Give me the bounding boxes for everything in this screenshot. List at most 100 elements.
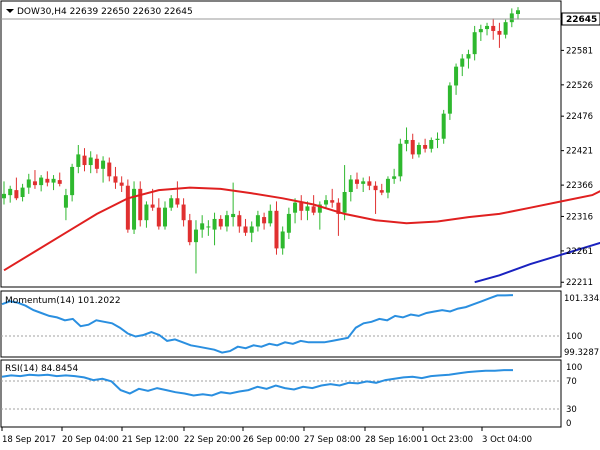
time-tick-label: 26 Sep 00:00 [243,435,300,445]
candle-body [379,190,384,193]
candle-body [181,204,186,221]
candle-body [293,202,298,213]
candle-body [280,231,285,249]
price-tick-label: 22261 [566,247,593,257]
candle-body [503,22,508,35]
rsi-label: RSI(14) 84.8454 [5,364,78,374]
candle-body [485,25,490,30]
candle-body [39,177,44,186]
candle-body [342,192,347,213]
rsi-axis-30: 30 [566,405,577,415]
price-tick-label: 22366 [566,181,593,191]
candle-body [317,204,322,213]
price-tick-label: 22476 [566,112,593,122]
candle-body [218,218,223,227]
price-tick-label: 22581 [566,46,593,56]
candle-body [423,145,428,149]
candle-body [460,58,465,67]
candle-body [398,143,403,177]
candle-body [76,154,81,167]
candle-body [336,202,341,214]
candle-body [404,139,409,144]
candles-layer [2,7,520,274]
candle-body [63,195,68,208]
price-tag: 22645 [561,12,600,26]
candle-body [2,193,6,199]
momentum-panel[interactable]: Momentum(14) 101.2022 [0,290,562,358]
candle-body [274,210,279,249]
slow-moving-average-line [474,241,600,284]
candle-body [373,185,378,191]
candle-body [311,206,316,213]
candle-body [70,166,75,196]
candle-body [231,213,236,218]
candle-body [94,158,99,169]
candle-body [305,206,310,211]
candle-body [26,179,31,188]
collapse-triangle-icon[interactable] [6,9,14,13]
time-tick-label: 1 Oct 23:00 [423,435,473,445]
candle-body [299,202,304,211]
candle-body [509,13,514,23]
candle-body [348,179,353,192]
candle-body [367,181,372,186]
candle-body [32,181,37,186]
time-tick-label: 28 Sep 16:00 [365,435,422,445]
price-axis: 2263122581225262247622421223662231622261… [561,15,593,288]
candle-body [410,139,415,155]
candle-body [82,155,87,166]
candle-body [497,30,502,35]
candle-body [435,138,440,140]
momentum-axis: 101.3343 100 99.3287 [564,294,600,358]
candle-body [516,10,520,15]
time-tick-label: 18 Sep 2017 [2,435,56,445]
time-tick-label: 20 Sep 04:00 [62,435,119,445]
rsi-axis-100: 100 [566,363,582,373]
momentum-axis-100: 100 [566,332,582,342]
candle-body [119,182,124,186]
candle-body [200,223,205,230]
rsi-axis: 100 70 30 0 [566,363,582,429]
time-tick-label: 3 Oct 04:00 [482,435,532,445]
price-panel[interactable]: DOW30,H4 22639 22650 22630 22645 [0,0,600,288]
candle-body [441,113,446,139]
time-tick-label: 27 Sep 08:00 [304,435,361,445]
candle-body [268,210,273,224]
candle-body [57,180,62,184]
rsi-line [1,369,513,397]
candle-body [454,66,459,86]
candle-body [156,207,161,227]
candle-body [144,204,149,221]
momentum-label: Momentum(14) 101.2022 [5,296,121,306]
candle-body [330,200,335,203]
candle-body [88,157,93,166]
fast-moving-average-line [3,186,600,272]
candle-body [429,139,434,149]
candle-body [107,162,112,177]
candle-body [175,198,180,205]
candle-body [416,145,421,155]
momentum-axis-bottom: 99.3287 [564,348,599,358]
candle-body [354,179,359,184]
candle-body [212,218,217,230]
rsi-axis-70: 70 [566,377,577,387]
rsi-panel[interactable]: RSI(14) 84.8454 [0,359,562,428]
candle-body [8,188,13,196]
chart-header: DOW30,H4 22639 22650 22630 22645 [17,7,193,17]
candle-body [101,160,106,169]
candle-body [138,188,143,221]
momentum-line [1,294,514,354]
current-price-label: 22645 [566,15,597,25]
candle-body [385,178,390,193]
candle-body [255,215,260,227]
price-tick-label: 22526 [566,81,593,91]
time-tick-label: 22 Sep 20:00 [184,435,241,445]
candle-body [237,215,242,227]
price-tick-label: 22211 [566,278,593,288]
candle-body [14,190,19,199]
candle-body [324,200,329,205]
candle-body [447,85,452,114]
candle-body [478,29,483,33]
candle-body [150,204,155,208]
